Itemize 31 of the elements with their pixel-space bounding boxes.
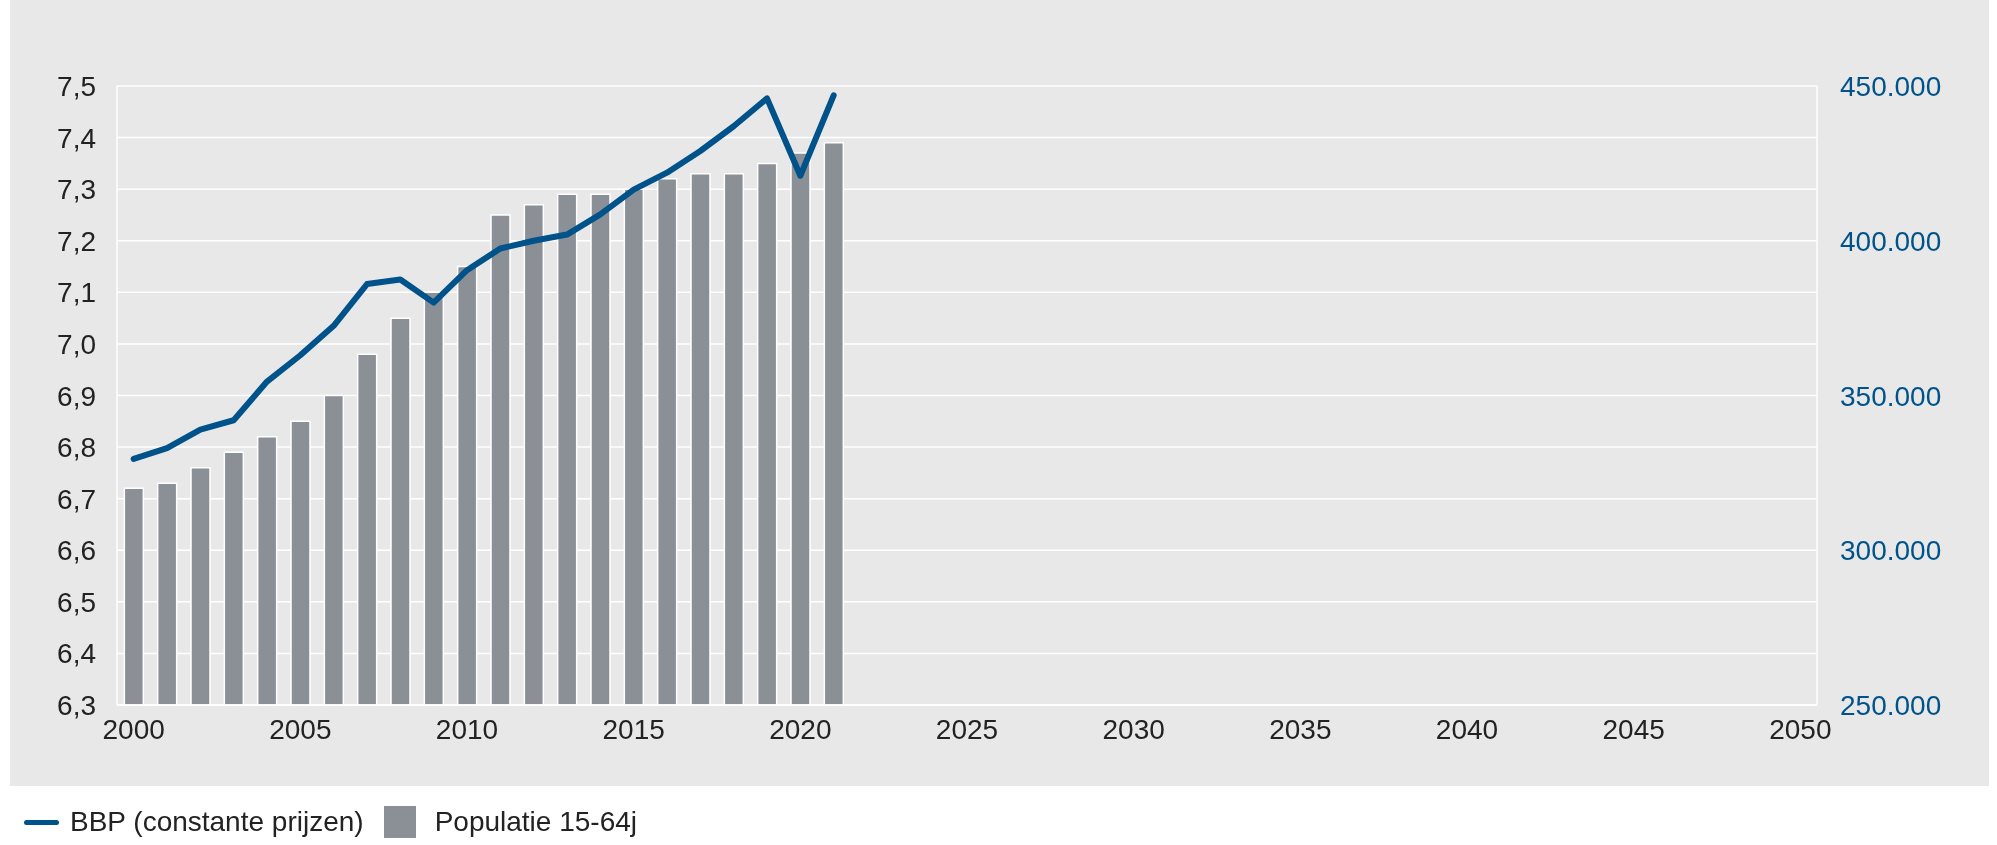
y-tick-label: 7,1 [57,277,96,309]
y2-tick-label: 300.000 [1840,535,1942,567]
y2-tick-label: 350.000 [1840,380,1942,412]
y2-tick-label: 400.000 [1840,225,1942,257]
x-tick-label: 2035 [1269,713,1332,745]
y-tick-label: 7,0 [57,329,96,360]
y-tick-label: 7,5 [57,71,96,103]
y-tick-label: 7,2 [57,225,96,257]
y2-tick-label: 250.000 [1840,690,1942,722]
x-tick-label: 2020 [769,713,832,745]
x-tick-label: 2050 [1769,713,1832,745]
x-tick-label: 2015 [602,713,665,745]
y2-tick-label: 450.000 [1840,71,1942,103]
x-tick-label: 2045 [1602,713,1665,745]
y-tick-label: 6,7 [57,483,96,515]
legend-label: Populatie 15-64j [434,806,638,838]
y-tick-label: 6,8 [57,432,96,464]
x-tick-label: 2030 [1102,713,1165,745]
x-tick-label: 2005 [269,713,332,745]
y-tick-label: 7,3 [57,174,96,206]
x-tick-label: 2000 [102,713,165,745]
legend-label: BBP (constante prijzen) [70,806,364,838]
y-tick-label: 6,3 [57,690,96,722]
y-tick-label: 6,9 [57,380,96,412]
x-tick-label: 2025 [935,713,999,745]
y-tick-label: 7,4 [57,122,96,154]
x-tick-label: 2040 [1435,713,1499,745]
y-tick-label: 6,5 [57,586,96,618]
x-tick-label: 2010 [435,713,499,745]
y-tick-label: 6,6 [57,535,96,567]
y-tick-label: 6,4 [57,638,96,670]
